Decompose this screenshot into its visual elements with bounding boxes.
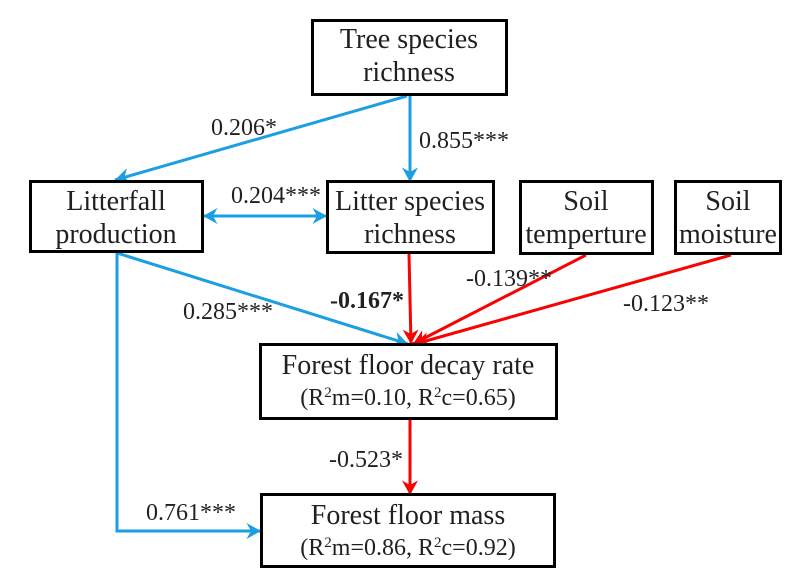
svg-text:richness: richness	[363, 57, 455, 88]
svg-text:temperture: temperture	[525, 219, 646, 250]
svg-text:Soil: Soil	[705, 186, 750, 217]
svg-text:(R2m=0.10, R2c=0.65): (R2m=0.10, R2c=0.65)	[300, 385, 515, 411]
svg-text:0.855***: 0.855***	[419, 128, 509, 154]
svg-text:Litterfall: Litterfall	[66, 186, 166, 217]
svg-text:Forest floor decay rate: Forest floor decay rate	[282, 350, 535, 381]
svg-text:-0.123**: -0.123**	[623, 291, 709, 317]
svg-text:0.204***: 0.204***	[231, 183, 321, 209]
svg-text:moisture: moisture	[679, 219, 777, 250]
svg-text:Tree species: Tree species	[340, 24, 478, 55]
svg-text:Litter species: Litter species	[335, 186, 485, 217]
svg-text:-0.139**: -0.139**	[466, 266, 552, 292]
svg-text:Soil: Soil	[563, 186, 608, 217]
svg-text:production: production	[55, 219, 176, 250]
svg-text:Forest floor mass: Forest floor mass	[311, 500, 505, 531]
svg-text:richness: richness	[364, 219, 456, 250]
svg-text:0.285***: 0.285***	[183, 299, 273, 325]
svg-text:0.761***: 0.761***	[146, 500, 236, 526]
svg-text:(R2m=0.86, R2c=0.92): (R2m=0.86, R2c=0.92)	[300, 535, 515, 561]
svg-text:-0.167*: -0.167*	[330, 288, 404, 314]
svg-text:-0.523*: -0.523*	[329, 447, 403, 473]
svg-text:0.206*: 0.206*	[211, 115, 277, 141]
